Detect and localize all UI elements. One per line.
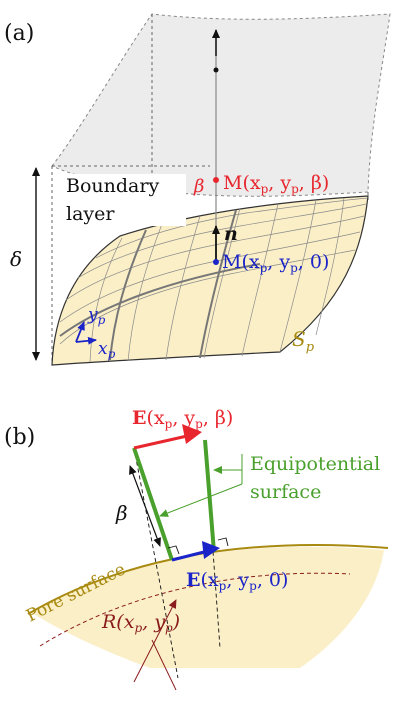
point-m-zero <box>213 259 219 265</box>
xp-axis <box>75 336 97 345</box>
panel-b-label: (b) <box>4 425 35 450</box>
equipotential-pointer-2 <box>159 483 243 517</box>
yp-axis <box>75 321 85 343</box>
field-zero-arrowhead <box>202 541 220 559</box>
boundary-layer-line1: Boundary <box>66 175 159 197</box>
point-beta-beta: β <box>193 176 204 197</box>
radius-arrow <box>133 599 177 683</box>
beta-distance-arrow <box>129 465 161 547</box>
equipotential-line2: surface <box>250 481 321 503</box>
normal-label: n <box>224 223 238 245</box>
panel-b: (b) Equipotential surface E(xp, yp, β) E… <box>4 407 389 691</box>
right-angle-right <box>217 537 229 547</box>
boundary-layer-line2: layer <box>66 203 115 225</box>
point-m-beta <box>213 177 219 183</box>
beta-label: β <box>115 501 128 525</box>
equipotential-left <box>132 447 174 561</box>
xp-label: xp <box>98 339 116 361</box>
offset-dashed-curve <box>39 572 351 647</box>
boundary-text-bg <box>60 174 186 226</box>
equipotential-right <box>203 439 216 553</box>
normal-top-dot <box>213 67 219 73</box>
panel-a-label: (a) <box>4 21 34 46</box>
field-beta-label: E(xp, yp, β) <box>132 407 233 431</box>
right-angle-left <box>167 545 180 555</box>
surface-label: Sp <box>292 327 315 355</box>
radius-label: R(xp, yp) <box>101 611 180 635</box>
equipotential-line1: Equipotential <box>250 453 380 475</box>
field-beta-arrowhead <box>182 424 202 444</box>
boundary-layer-volume <box>51 13 391 197</box>
yp-label: yp <box>87 305 106 327</box>
pore-surface-patch <box>51 195 369 366</box>
panel-a: (a) <box>4 13 391 366</box>
point-m-zero-label: M(xp, yp, 0) <box>222 251 329 275</box>
field-zero-label: E(xp, yp, 0) <box>186 569 288 593</box>
delta-label: δ <box>10 247 22 271</box>
surface-grid-major <box>59 209 261 361</box>
radius-line <box>151 639 177 691</box>
pore-region <box>30 546 384 668</box>
point-m-beta-label: M(xp, yp, β) <box>223 172 329 196</box>
